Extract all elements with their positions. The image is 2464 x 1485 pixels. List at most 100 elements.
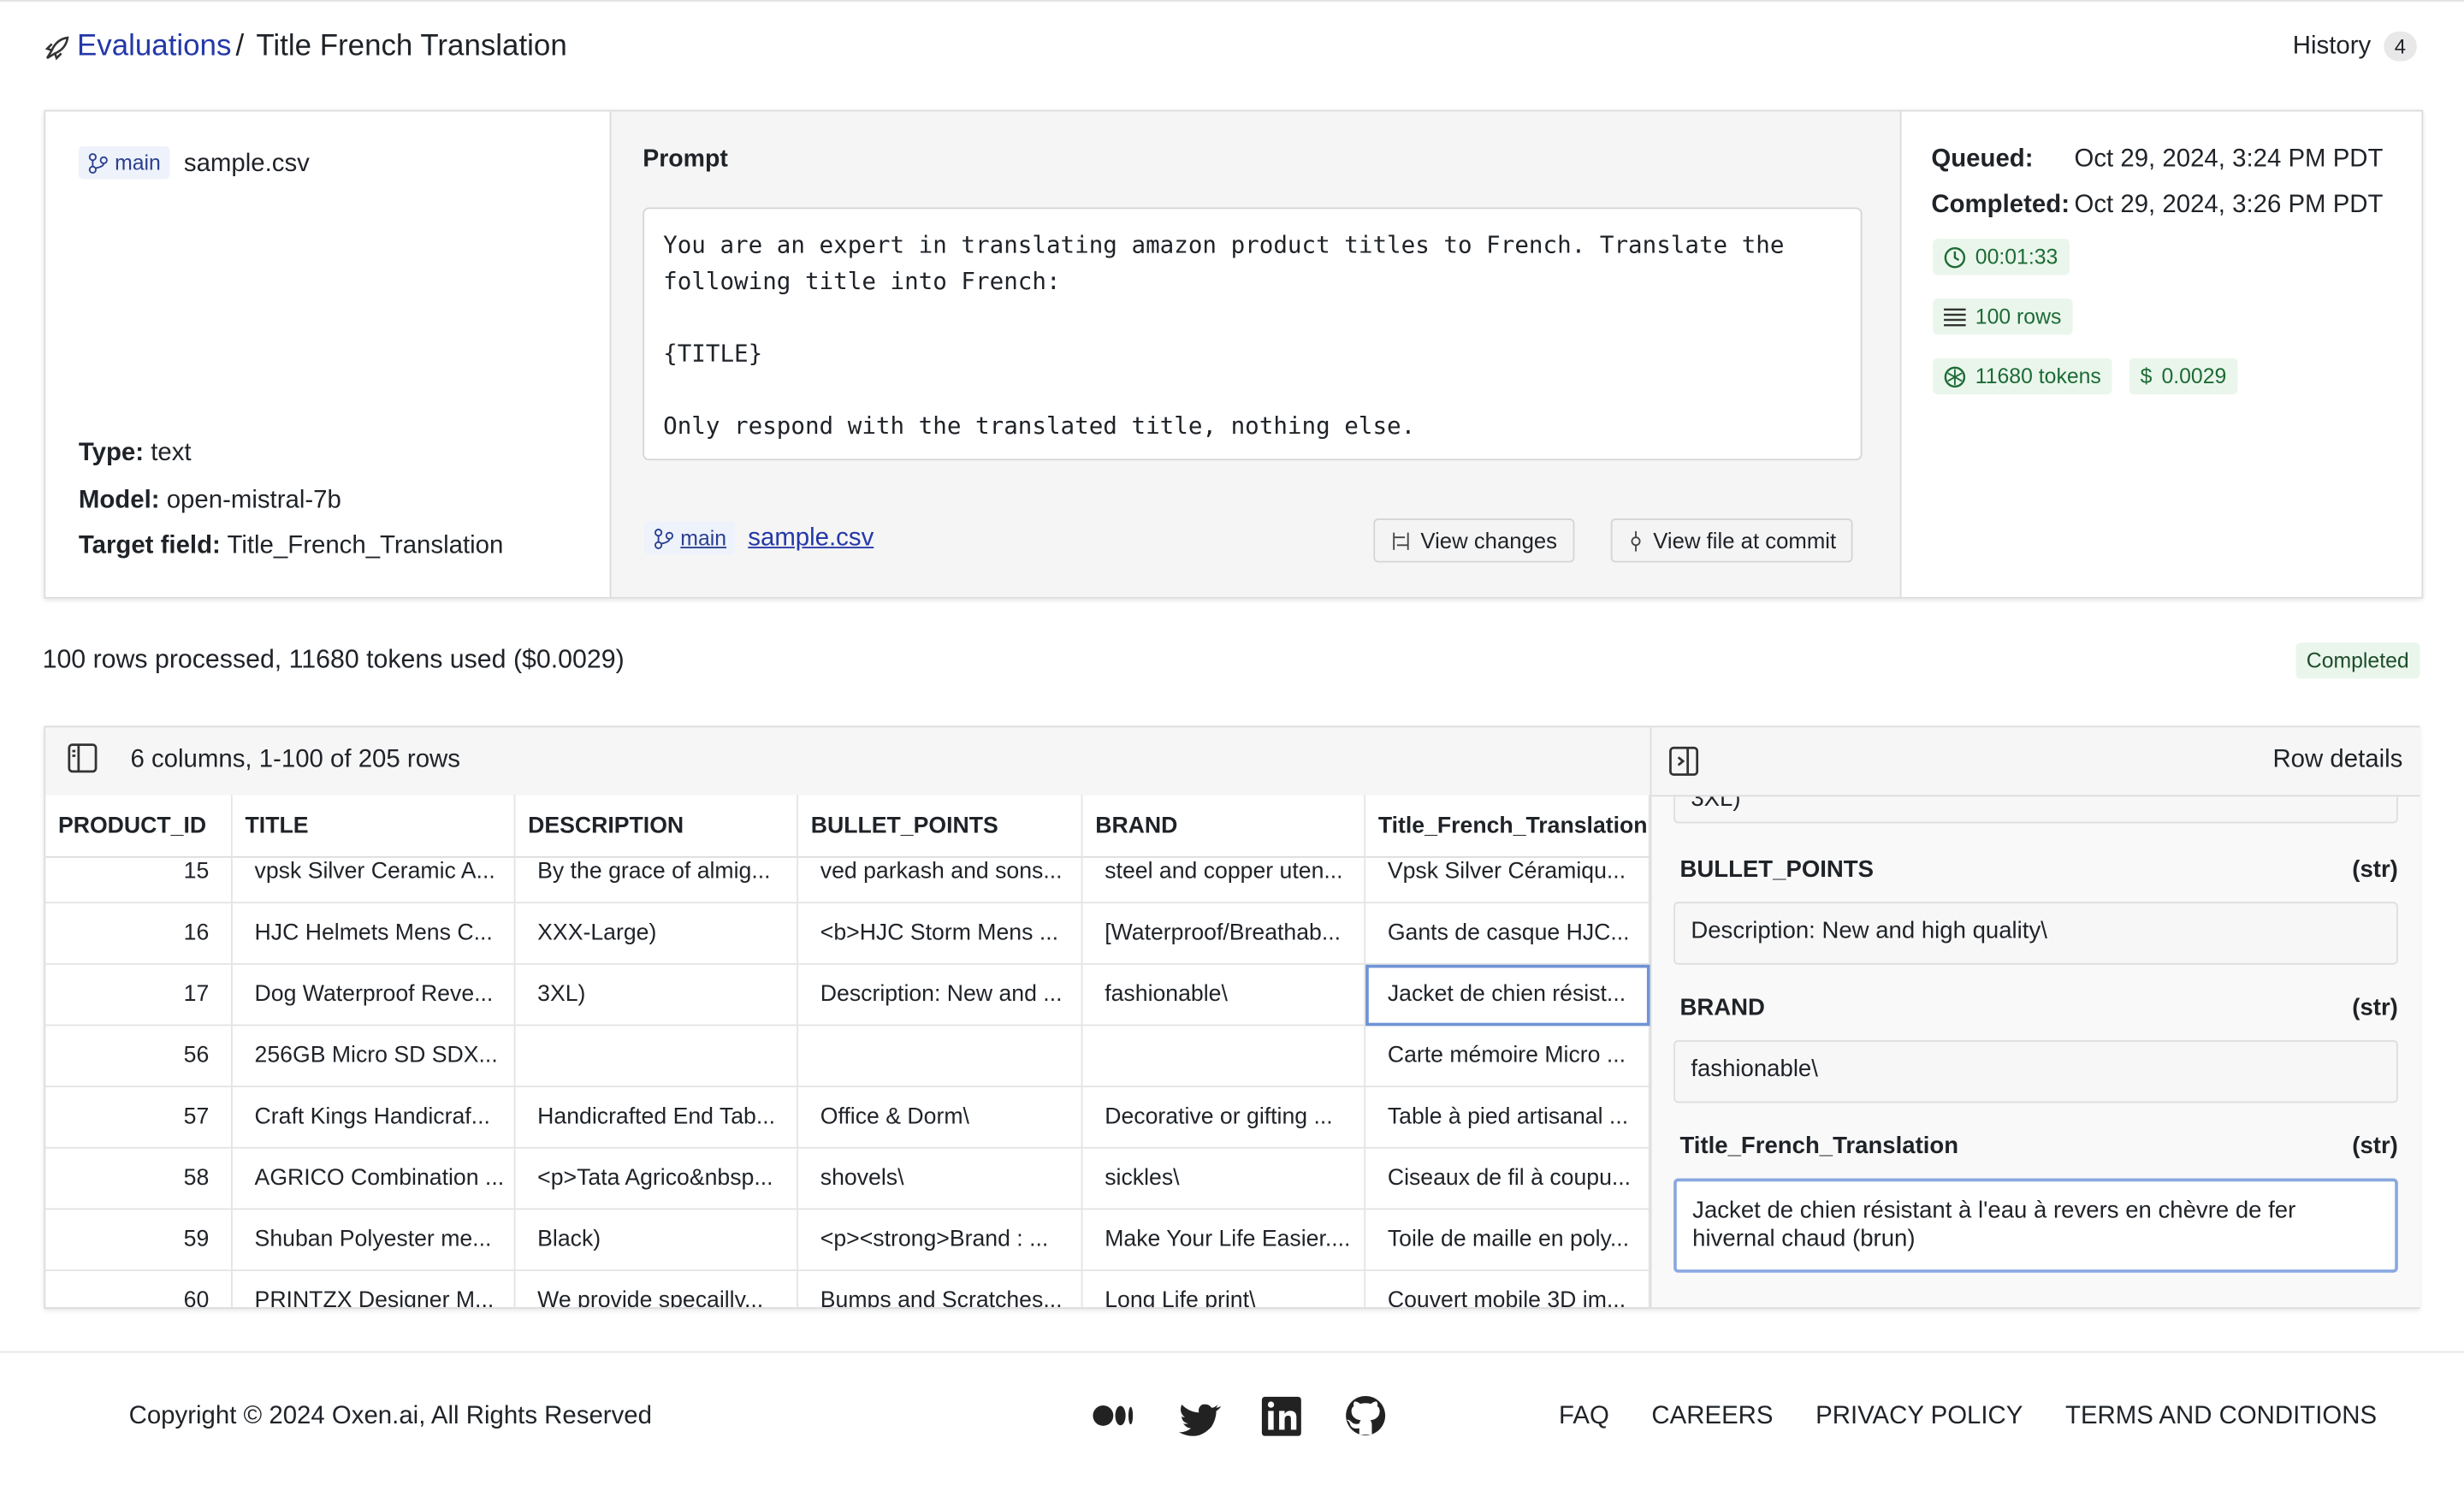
table-cell[interactable]: Toile de maille en poly... — [1365, 1210, 1650, 1271]
table-cell[interactable]: <p>Tata Agrico&nbsp... — [515, 1148, 799, 1210]
prompt-branch-badge[interactable]: main — [644, 521, 737, 555]
field-value: Description: New and high quality\ — [1673, 902, 2398, 965]
table-cell[interactable]: 3XL) — [515, 964, 799, 1026]
branch-badge[interactable]: main — [78, 145, 170, 180]
table-cell[interactable] — [515, 1026, 799, 1088]
table-cell[interactable]: fashionable\ — [1082, 964, 1366, 1026]
table-row[interactable]: 17 Dog Waterproof Reve... 3XL) Description:… — [45, 964, 1650, 1026]
table-cell[interactable] — [798, 1026, 1083, 1088]
table-cell[interactable]: Table à pied artisanal ... — [1365, 1087, 1650, 1149]
table-cell[interactable]: 15 — [45, 857, 233, 904]
table-cell[interactable]: XXX-Large) — [515, 903, 799, 965]
field-value[interactable]: Jacket de chien résistant à l'eau à reve… — [1673, 1178, 2398, 1273]
cost-badge: $0.0029 — [2129, 358, 2238, 395]
table-cell[interactable]: Shuban Polyester me... — [232, 1210, 516, 1271]
table-cell[interactable]: Handicrafted End Tab... — [515, 1087, 799, 1149]
twitter-icon[interactable] — [1178, 1404, 1222, 1436]
table-cell[interactable]: Make Your Life Easier.... — [1082, 1210, 1366, 1271]
github-icon[interactable] — [1346, 1395, 1386, 1435]
table-row[interactable]: 57 Craft Kings Handicraf... Handicrafted E… — [45, 1087, 1650, 1149]
table-cell[interactable]: 56 — [45, 1026, 233, 1088]
column-header[interactable]: Title_French_Translation — [1365, 795, 1650, 858]
table-cell[interactable]: Dog Waterproof Reve... — [232, 964, 516, 1026]
duration: 00:01:33 — [1975, 245, 2058, 269]
table-cell[interactable]: AGRICO Combination ... — [232, 1148, 516, 1210]
model-label: Model: — [78, 487, 160, 514]
column-header[interactable]: BRAND — [1082, 795, 1366, 858]
table-cell[interactable]: Carte mémoire Micro ... — [1365, 1026, 1650, 1088]
table-cell[interactable] — [1082, 1026, 1366, 1088]
table-toolbar — [45, 727, 1650, 797]
table-row[interactable]: 56 256GB Micro SD SDX... Carte mémoire Mic… — [45, 1026, 1650, 1088]
table-cell[interactable]: Gants de casque HJC... — [1365, 903, 1650, 965]
table-cell[interactable]: 60 — [45, 1270, 233, 1308]
sidebar-toggle[interactable] — [68, 743, 98, 773]
footer-link[interactable]: CAREERS — [1651, 1403, 1774, 1430]
medium-icon[interactable] — [1093, 1405, 1134, 1426]
view-changes-button[interactable]: View changes — [1373, 518, 1575, 563]
breadcrumb-link[interactable]: Evaluations — [77, 29, 232, 63]
table-cell[interactable]: PRINTZX Designer M... — [233, 1270, 516, 1308]
footer-link[interactable]: TERMS AND CONDITIONS — [2064, 1403, 2378, 1430]
table-cell[interactable]: Couvert mobile 3D im... — [1365, 1270, 1650, 1308]
table-cell[interactable]: 16 — [45, 903, 233, 965]
table-cell[interactable]: sickles\ — [1082, 1148, 1366, 1210]
table-cell[interactable]: By the grace of almig... — [515, 857, 799, 904]
social-icons[interactable] — [1093, 1395, 1391, 1436]
column-header[interactable]: BULLET_POINTS — [798, 795, 1083, 858]
table-cell[interactable]: 256GB Micro SD SDX... — [232, 1026, 516, 1088]
target-value: Title_French_Translation — [227, 532, 504, 559]
table-row[interactable]: 16 HJC Helmets Mens C... XXX-Large) <b>HJC … — [45, 903, 1650, 965]
queued-label: Queued: — [1931, 145, 2034, 174]
linkedin-icon[interactable] — [1261, 1396, 1301, 1436]
table-cell[interactable]: Office & Dorm\ — [798, 1087, 1083, 1149]
table-cell[interactable]: Long Life print\ — [1083, 1270, 1366, 1308]
table-cell[interactable]: ved parkash and sons... — [798, 857, 1083, 904]
table-cell[interactable]: Ciseaux de fil à coupu... — [1365, 1148, 1650, 1210]
table-cell[interactable]: HJC Helmets Mens C... — [232, 903, 516, 965]
details-toggle[interactable] — [1669, 746, 1699, 776]
table-cell[interactable]: Bumps and Scratches... — [798, 1270, 1083, 1308]
footer-links: FAQ CAREERS PRIVACY POLICY TERMS AND CONDIT… — [1559, 1403, 2377, 1431]
table-cell[interactable]: We provide specailly... — [515, 1270, 799, 1308]
table-cell[interactable]: 59 — [45, 1210, 233, 1271]
prompt-title: Prompt — [643, 145, 728, 174]
table-cell[interactable]: Black) — [515, 1210, 799, 1271]
table-cell[interactable]: Jacket de chien résist... — [1365, 964, 1650, 1026]
table-cell[interactable]: [Waterproof/Breathab... — [1082, 903, 1366, 965]
table-cell[interactable]: vpsk Silver Ceramic A... — [232, 857, 516, 904]
prompt-text[interactable]: You are an expert in translating amazon … — [643, 207, 1863, 461]
table-cell[interactable]: 58 — [45, 1148, 233, 1210]
table-row[interactable]: 59 Shuban Polyester me... Black) <p><strong… — [45, 1210, 1650, 1271]
type-row: Type: text — [79, 440, 192, 468]
table-cell[interactable]: steel and copper uten... — [1082, 857, 1366, 904]
table-row[interactable]: 58 AGRICO Combination ... <p>Tata Agrico&n… — [45, 1148, 1650, 1210]
footer-border — [0, 1351, 2464, 1353]
history-button[interactable]: History 4 — [2293, 31, 2417, 62]
page-title: Title French Translation — [256, 29, 567, 63]
rocket-icon — [44, 36, 69, 61]
table-row[interactable]: 60 PRINTZX Designer M... We provide specai… — [45, 1270, 1650, 1308]
column-header[interactable]: DESCRIPTION — [515, 795, 799, 858]
table-cell[interactable]: <p><strong>Brand : ... — [798, 1210, 1083, 1271]
table-cell[interactable]: Vpsk Silver Céramiqu... — [1365, 857, 1650, 904]
table-cell[interactable]: Decorative or gifting ... — [1082, 1087, 1366, 1149]
tokens-badge: 11680 tokens — [1933, 358, 2112, 395]
column-header[interactable]: TITLE — [232, 795, 516, 858]
table-cell[interactable]: <b>HJC Storm Mens ... — [798, 903, 1083, 965]
view-file-button[interactable]: View file at commit — [1610, 518, 1854, 563]
table-cell[interactable]: 17 — [45, 964, 233, 1026]
prompt-file-link[interactable]: sample.csv — [748, 524, 874, 552]
column-header[interactable]: PRODUCT_ID — [45, 795, 233, 858]
tokens-count: 11680 tokens — [1975, 364, 2101, 388]
table-cell[interactable]: Craft Kings Handicraf... — [232, 1087, 516, 1149]
table-row[interactable]: 15 vpsk Silver Ceramic A... By the grace o… — [45, 857, 1650, 904]
completed-label: Completed: — [1931, 192, 2070, 219]
footer-link[interactable]: FAQ — [1559, 1403, 1609, 1430]
type-value: text — [151, 440, 192, 467]
footer-link[interactable]: PRIVACY POLICY — [1815, 1403, 2023, 1430]
source-file: sample.csv — [183, 151, 310, 178]
table-cell[interactable]: shovels\ — [798, 1148, 1083, 1210]
table-cell[interactable]: 57 — [45, 1087, 233, 1149]
table-cell[interactable]: Description: New and ... — [798, 964, 1083, 1026]
